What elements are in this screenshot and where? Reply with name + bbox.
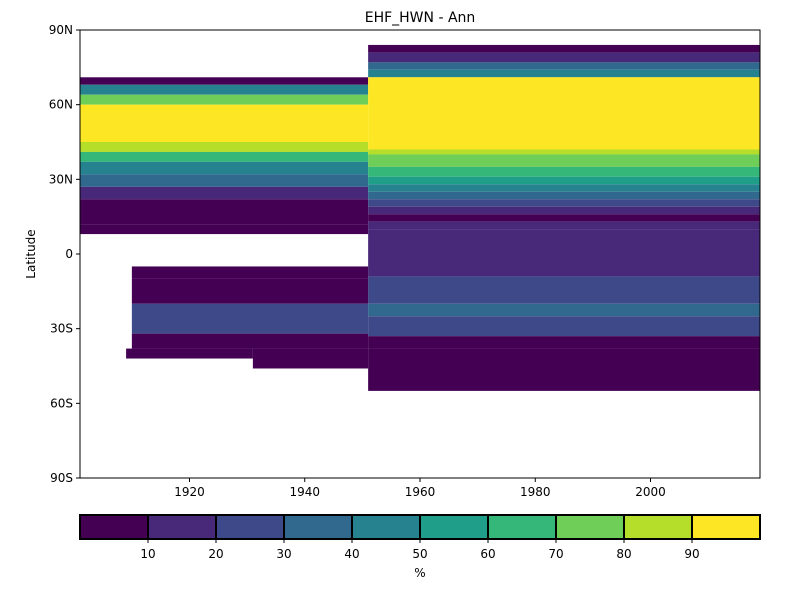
y-tick-label: 30S: [50, 322, 73, 336]
colorbar-tick-label: 50: [412, 547, 427, 561]
y-tick-label: 30N: [49, 172, 73, 186]
chart-title: EHF_HWN - Ann: [365, 10, 476, 26]
heatmap-cell: [368, 176, 760, 185]
colorbar-segment: [487, 514, 557, 540]
colorbar-tick-label: 80: [616, 547, 631, 561]
colorbar-segment: [283, 514, 353, 540]
heatmap-cell: [131, 303, 369, 334]
colorbar-tick-label: 10: [140, 547, 155, 561]
heatmap-cell: [368, 199, 760, 207]
colorbar-tick-label: 90: [684, 547, 699, 561]
heatmap-cell: [252, 348, 369, 369]
heatmap-cell: [368, 44, 760, 53]
colorbar-segment: [691, 514, 761, 540]
heatmap-cell: [131, 333, 369, 349]
y-tick-label: 60N: [49, 98, 73, 112]
heatmap-cell: [368, 336, 760, 349]
heatmap-cell: [368, 52, 760, 63]
heatmap-cell: [126, 348, 253, 359]
colorbar-segment: [215, 514, 285, 540]
heatmap-cell: [80, 174, 369, 187]
colorbar-segment: [147, 514, 217, 540]
y-axis-label: Latitude: [24, 229, 38, 278]
heatmap-cell: [368, 229, 760, 277]
x-axis: 1920 1940 1960 1980 2000: [174, 478, 666, 499]
colorbar-tick-label: 20: [208, 547, 223, 561]
heatmap-cell: [80, 224, 369, 235]
heatmap-cell: [80, 151, 369, 162]
x-tick-label: 1980: [520, 485, 551, 499]
heatmap-cell: [368, 166, 760, 177]
colorbar-tick-label: 40: [344, 547, 359, 561]
colorbar-segment: [623, 514, 693, 540]
heatmap-cell: [368, 62, 760, 70]
heatmap-cell: [368, 276, 760, 304]
colorbar-tick-label: 30: [276, 547, 291, 561]
colorbar-tick-label: 60: [480, 547, 495, 561]
heatmap-cell: [368, 154, 760, 167]
heatmap-cell: [368, 184, 760, 192]
heatmap-cell: [80, 199, 369, 225]
heatmap-cell: [368, 348, 760, 391]
heatmap-cell: [368, 69, 760, 78]
heatmap-cell: [80, 94, 369, 105]
x-tick-label: 1920: [174, 485, 205, 499]
y-tick-label: 60S: [50, 396, 73, 410]
plot-area: [80, 44, 760, 391]
heatmap-cell: [368, 149, 760, 155]
heatmap-cell: [80, 104, 369, 142]
heatmap-cell: [368, 303, 760, 317]
heatmap-cell: [368, 214, 760, 222]
heatmap-cell: [368, 221, 760, 230]
colorbar-segment: [419, 514, 489, 540]
y-tick-label: 0: [65, 247, 73, 261]
heatmap-cell: [131, 266, 369, 279]
colorbar-segment: [555, 514, 625, 540]
heatmap-cell: [80, 186, 369, 200]
colorbar: 10 20 30 40 50 60 70 80 90: [79, 514, 761, 561]
y-axis: 90N 60N 30N 0 30S 60S 90S: [49, 23, 80, 485]
heatmap-cell: [80, 142, 369, 152]
heatmap-cell: [368, 206, 760, 215]
x-tick-label: 1960: [405, 485, 436, 499]
heatmap-cell: [131, 278, 369, 304]
colorbar-tick-label: 70: [548, 547, 563, 561]
colorbar-segment: [79, 514, 149, 540]
y-tick-label: 90N: [49, 23, 73, 37]
heatmap-cell: [80, 77, 369, 85]
heatmap-cell: [368, 77, 760, 150]
heatmap-cell: [368, 316, 760, 337]
heatmap-cell: [368, 191, 760, 200]
x-tick-label: 2000: [635, 485, 666, 499]
x-tick-label: 1940: [289, 485, 320, 499]
colorbar-label: %: [414, 566, 425, 580]
heatmap-cell: [80, 161, 369, 175]
y-tick-label: 90S: [50, 471, 73, 485]
colorbar-segment: [351, 514, 421, 540]
heatmap-cell: [80, 84, 369, 95]
